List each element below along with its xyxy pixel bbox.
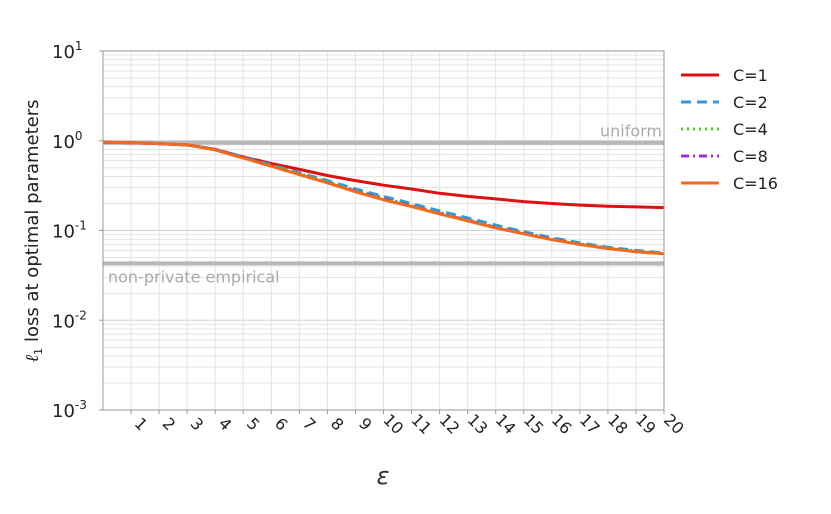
legend-label: C=16 — [733, 174, 778, 193]
x-tick-label: 1 — [131, 414, 152, 435]
y-axis-label-main: loss at optimal parameters — [22, 100, 43, 343]
x-tick-label: 5 — [243, 414, 264, 435]
x-tick-label: 17 — [576, 410, 604, 438]
reference-lines: uniform non-private empirical — [103, 122, 664, 286]
x-axis-label: ε — [377, 462, 390, 490]
x-tick-label: 20 — [660, 410, 688, 438]
x-tick-label: 14 — [492, 410, 520, 438]
x-tick-label: 19 — [632, 410, 660, 438]
reference-line-label: uniform — [600, 122, 662, 141]
y-axis-label-subscript: 1 — [32, 348, 45, 355]
y-axis-label: ℓ1 loss at optimal parameters — [22, 100, 45, 363]
y-tick-label: 10-3 — [52, 398, 87, 422]
x-tick-label: 15 — [520, 410, 548, 438]
x-tick-label: 6 — [271, 414, 292, 435]
y-axis-ticks: 10-3 10-2 10-1 100 101 — [52, 39, 103, 422]
y-tick-label: 100 — [52, 129, 83, 153]
x-axis-ticks: 1 2 3 4 5 6 7 8 9 10 11 12 13 14 15 16 17 18 19 20 — [130, 410, 688, 438]
x-tick-label: 12 — [436, 410, 464, 438]
y-axis-label-text: ℓ1 loss at optimal parameters — [22, 100, 45, 363]
legend-label: C=2 — [733, 93, 768, 112]
legend: C=1 C=2 C=4 C=8 C=16 — [681, 66, 778, 193]
x-tick-label: 3 — [187, 414, 208, 435]
series-lines — [102, 140, 665, 256]
y-axis-label-prefix: ℓ — [22, 355, 43, 363]
x-tick-label: 13 — [464, 410, 492, 438]
y-tick-label: 10-1 — [52, 219, 87, 243]
x-tick-label: 7 — [299, 414, 320, 435]
series-line — [102, 140, 665, 256]
x-tick-label: 8 — [327, 414, 348, 435]
legend-label: C=4 — [733, 120, 768, 139]
x-tick-label: 18 — [604, 410, 632, 438]
reference-line-label: non-private empirical — [108, 267, 280, 286]
x-tick-label: 16 — [548, 410, 576, 438]
x-tick-label: 9 — [355, 414, 376, 435]
x-tick-label: 11 — [408, 410, 436, 438]
x-tick-label: 10 — [379, 410, 407, 438]
y-tick-label: 101 — [52, 39, 83, 63]
y-tick-label: 10-2 — [52, 308, 87, 332]
legend-label: C=8 — [733, 147, 768, 166]
major-gridlines — [103, 50, 665, 411]
x-tick-label: 2 — [159, 414, 180, 435]
legend-label: C=1 — [733, 66, 768, 85]
x-tick-label: 4 — [215, 414, 236, 435]
